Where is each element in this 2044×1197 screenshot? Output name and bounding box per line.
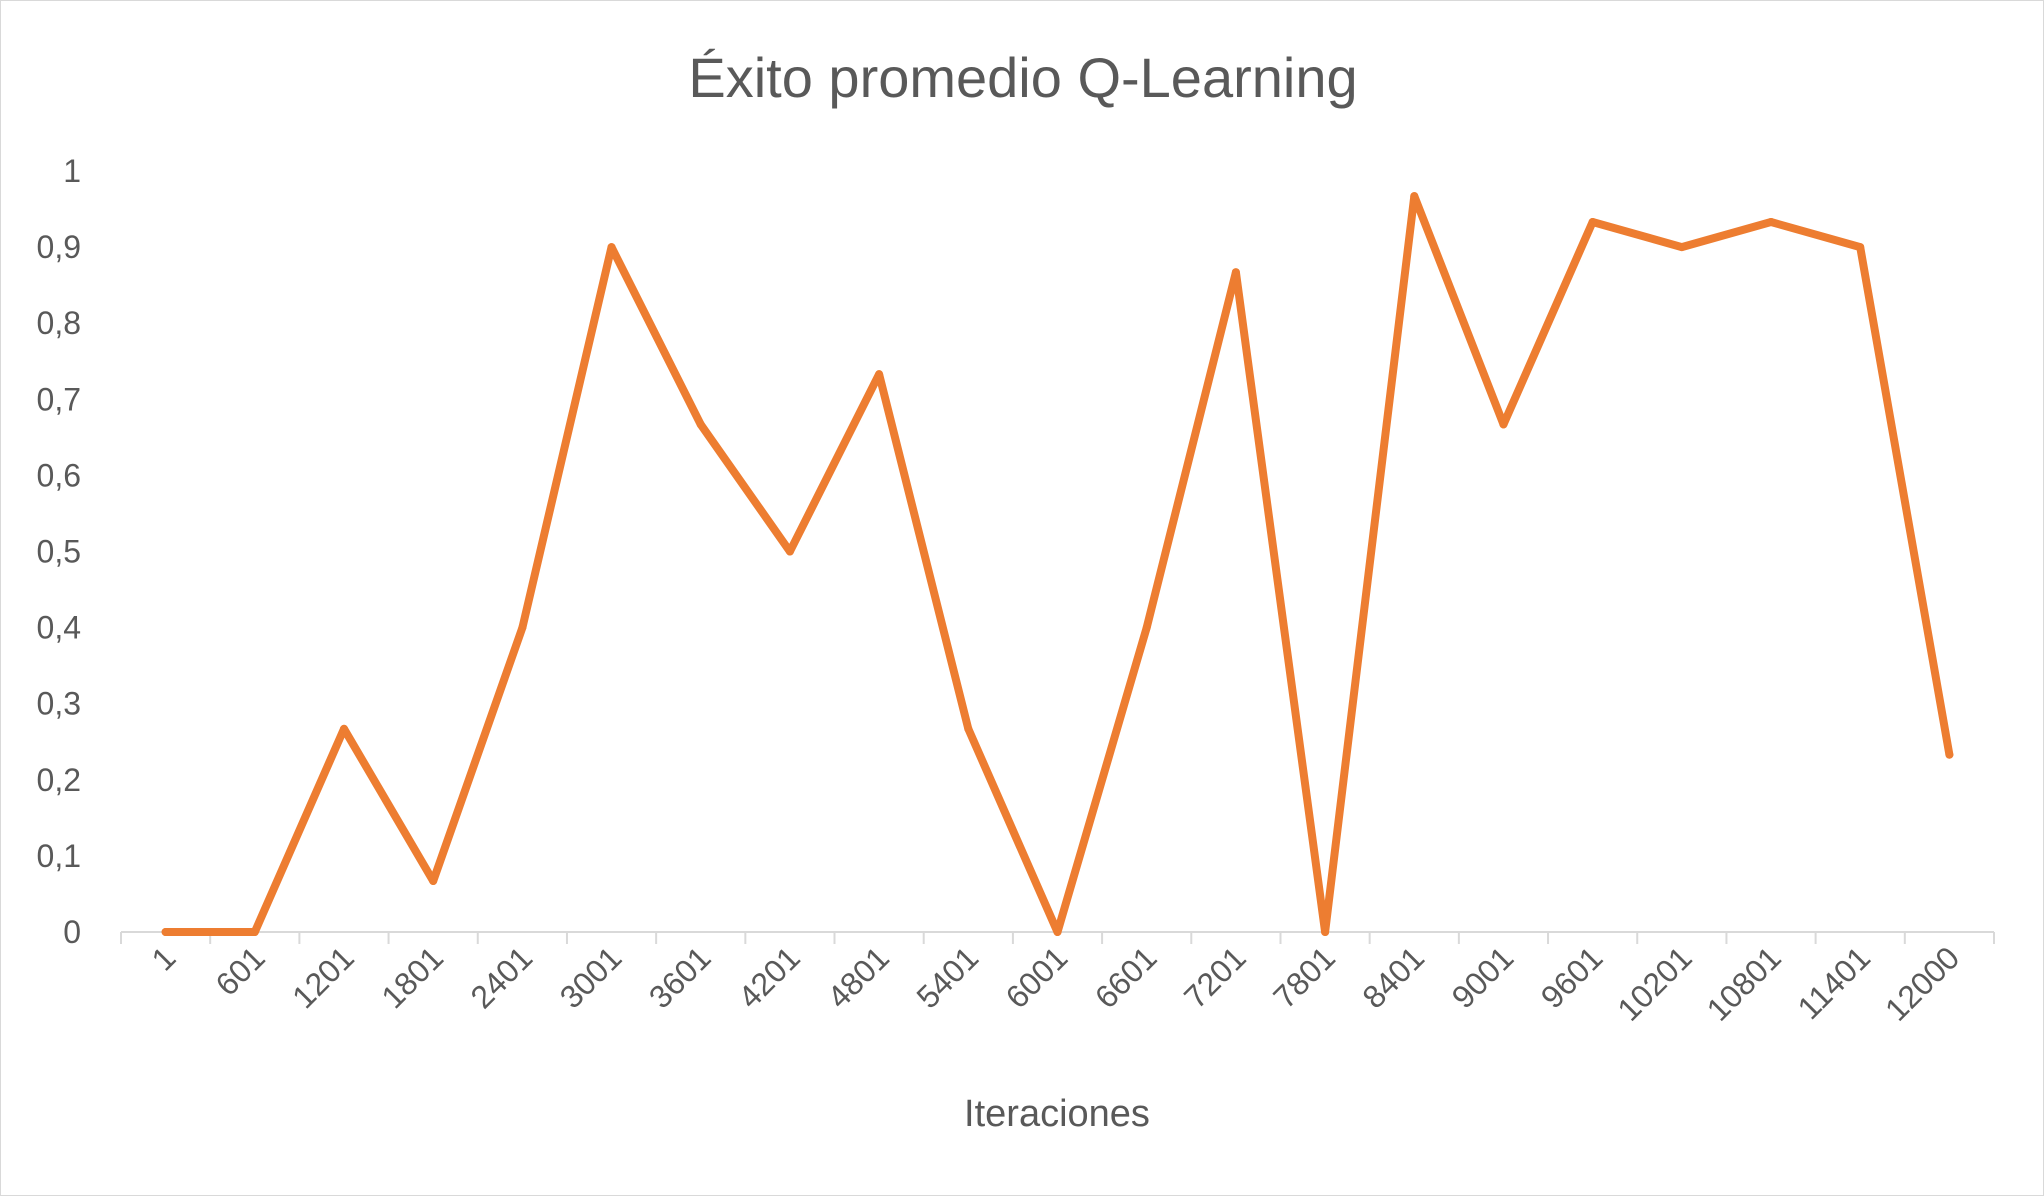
data-point <box>1142 623 1151 632</box>
y-tick-label: 0,2 <box>37 762 81 798</box>
x-tick-label: 5401 <box>909 939 985 1015</box>
x-tick-label: 2401 <box>464 939 540 1015</box>
y-axis-labels: 0 0,1 0,2 0,3 0,4 0,5 0,6 0,7 0,8 0,9 1 <box>37 153 81 950</box>
data-point <box>161 928 170 936</box>
chart-title: Éxito promedio Q-Learning <box>688 46 1357 109</box>
x-tick-label: 3001 <box>553 939 629 1015</box>
data-point <box>518 623 527 632</box>
y-tick-label: 0,7 <box>37 381 81 417</box>
data-point <box>785 547 794 556</box>
data-point <box>696 420 705 429</box>
data-point <box>1856 243 1865 252</box>
x-axis-title: Iteraciones <box>964 1093 1150 1135</box>
x-tick-label: 10201 <box>1610 939 1698 1027</box>
x-tick-label: 9601 <box>1534 939 1610 1015</box>
data-point <box>1767 217 1776 226</box>
x-tick-label: 601 <box>209 939 272 1002</box>
y-tick-label: 0,1 <box>37 838 81 874</box>
data-point <box>1053 928 1062 936</box>
series-layer <box>161 192 1954 936</box>
x-tick-label: 4801 <box>820 939 896 1015</box>
x-tick-label: 3601 <box>642 939 718 1015</box>
data-point <box>1945 750 1954 759</box>
x-tick-label: 6001 <box>999 939 1075 1015</box>
y-tick-label: 0,6 <box>37 457 81 493</box>
x-tick-label: 7801 <box>1266 939 1342 1015</box>
data-point <box>429 877 438 886</box>
x-tick-label: 12000 <box>1878 939 1966 1027</box>
x-tick-label: 1 <box>145 939 183 977</box>
data-point <box>1321 928 1330 936</box>
x-tick-label: 11401 <box>1790 939 1877 1026</box>
x-tick-label: 1801 <box>374 939 450 1015</box>
data-point <box>875 370 884 379</box>
y-tick-label: 0,4 <box>37 610 81 646</box>
y-tick-label: 0,3 <box>37 686 81 722</box>
x-tick-label: 10801 <box>1700 939 1788 1027</box>
data-point <box>607 243 616 252</box>
x-tick-label: 1201 <box>285 939 361 1015</box>
y-tick-label: 0,9 <box>37 229 81 265</box>
x-tick-label: 8401 <box>1355 939 1431 1015</box>
x-tick-label: 6601 <box>1088 939 1164 1015</box>
data-point <box>1588 217 1597 226</box>
data-point <box>1677 243 1686 252</box>
data-point <box>339 724 348 733</box>
data-point <box>250 928 259 936</box>
data-point <box>964 724 973 733</box>
y-tick-label: 0,8 <box>37 305 81 341</box>
data-point <box>1231 268 1240 277</box>
x-tick-label: 9001 <box>1445 939 1521 1015</box>
x-tick-label: 4201 <box>731 939 807 1015</box>
y-tick-label: 1 <box>63 153 81 189</box>
x-axis: 1 601 1201 1801 2401 3001 3601 4201 4801 5401 6001… <box>120 931 1995 1028</box>
data-point <box>1410 192 1419 201</box>
data-point <box>1499 420 1508 429</box>
series-line <box>161 192 1954 936</box>
x-tick-label: 7201 <box>1177 939 1253 1015</box>
y-tick-label: 0 <box>63 914 81 950</box>
y-tick-label: 0,5 <box>37 534 81 570</box>
